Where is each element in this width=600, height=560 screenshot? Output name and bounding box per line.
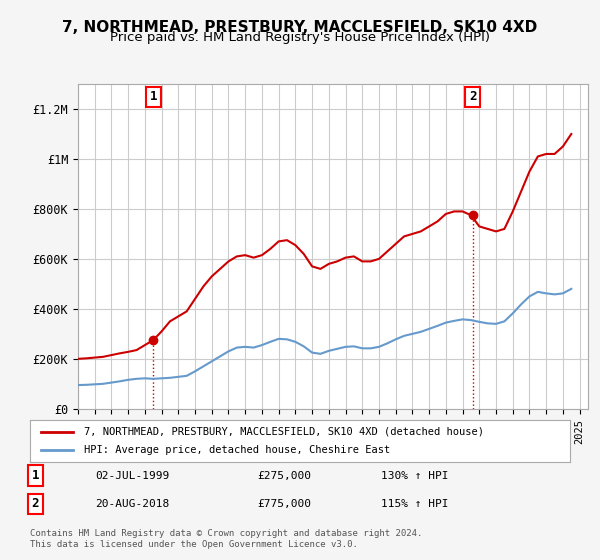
Text: 1: 1 — [149, 91, 157, 104]
Text: 115% ↑ HPI: 115% ↑ HPI — [381, 499, 449, 509]
Text: 20-AUG-2018: 20-AUG-2018 — [95, 499, 169, 509]
Text: £775,000: £775,000 — [257, 499, 311, 509]
Text: 1: 1 — [32, 469, 39, 482]
Text: 02-JUL-1999: 02-JUL-1999 — [95, 470, 169, 480]
Text: 130% ↑ HPI: 130% ↑ HPI — [381, 470, 449, 480]
Text: 7, NORTHMEAD, PRESTBURY, MACCLESFIELD, SK10 4XD: 7, NORTHMEAD, PRESTBURY, MACCLESFIELD, S… — [62, 20, 538, 35]
Text: 7, NORTHMEAD, PRESTBURY, MACCLESFIELD, SK10 4XD (detached house): 7, NORTHMEAD, PRESTBURY, MACCLESFIELD, S… — [84, 427, 484, 437]
Text: £275,000: £275,000 — [257, 470, 311, 480]
Text: HPI: Average price, detached house, Cheshire East: HPI: Average price, detached house, Ches… — [84, 445, 390, 455]
Text: Contains HM Land Registry data © Crown copyright and database right 2024.
This d: Contains HM Land Registry data © Crown c… — [30, 529, 422, 549]
Text: 2: 2 — [469, 91, 476, 104]
Text: Price paid vs. HM Land Registry's House Price Index (HPI): Price paid vs. HM Land Registry's House … — [110, 31, 490, 44]
Text: 2: 2 — [32, 497, 39, 510]
